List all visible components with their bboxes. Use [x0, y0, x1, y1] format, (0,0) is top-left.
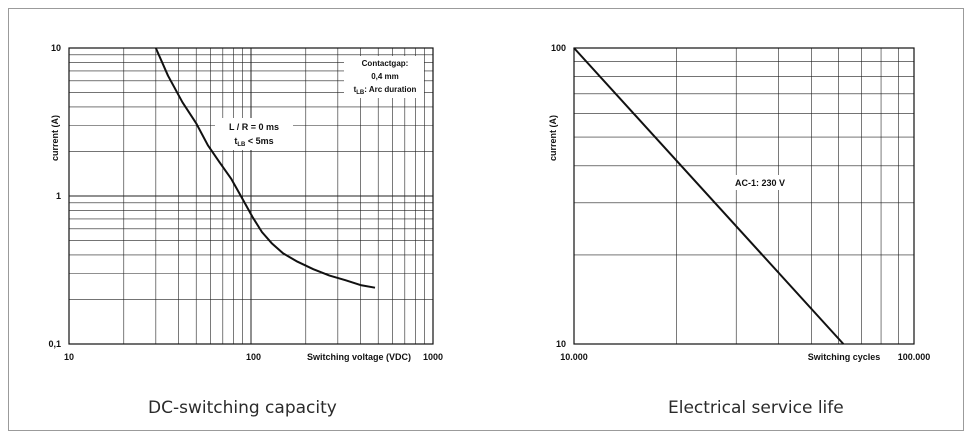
dc-chart-legend-label: 0,4 mm [371, 72, 399, 81]
life-chart-ytick-label: 10 [556, 339, 566, 349]
life-chart-plot-border [573, 47, 915, 345]
dc-chart-ytick-label: 1 [56, 191, 61, 201]
life-chart-yaxis-label: current (A) [548, 115, 558, 161]
dc-chart-xtick-label: 1000 [423, 352, 443, 362]
life-chart-xtick-label: 10.000 [560, 352, 588, 362]
dc-chart-ytick-label: 0,1 [48, 339, 61, 349]
life-chart-annotation-bg [720, 175, 800, 190]
dc-chart-legend-label: tLB: Arc duration [354, 85, 417, 96]
caption-dc-switching-capacity: DC-switching capacity [148, 398, 337, 418]
dc-chart-ytick-label: 10 [51, 43, 61, 53]
life-chart-xtick-label: 100.000 [898, 352, 931, 362]
life-chart-series-line-0 [573, 47, 845, 345]
caption-electrical-service-life: Electrical service life [668, 398, 844, 418]
dc-chart-annotation-label: tLB < 5ms [234, 136, 273, 148]
dc-chart-legend-bg [344, 56, 424, 98]
dc-chart-annotation-bg [215, 118, 293, 150]
dc-chart-plot-border [68, 47, 434, 345]
dc-chart-series-line-0 [154, 47, 376, 289]
life-chart-annotation-label: AC-1: 230 V [735, 178, 785, 188]
dc-chart-xaxis-label: Switching voltage (VDC) [307, 352, 411, 362]
chart-dc-switching-capacity: 0,1 1 10 10 100 1000 Switching voltage (VDC) cu… [48, 43, 443, 362]
figure-frame [8, 8, 964, 431]
dc-chart-xtick-label: 100 [246, 352, 261, 362]
life-chart-xaxis-label: Switching cycles [808, 352, 881, 362]
dc-chart-legend-label: Contactgap: [362, 59, 409, 68]
chart-electrical-service-life: 10 100 10.000 100.000 Switching cycles curren… [548, 43, 930, 362]
dc-chart-annotation-label: L / R = 0 ms [229, 122, 279, 132]
dc-chart-xtick-label: 10 [64, 352, 74, 362]
dc-chart-yaxis-label: current (A) [50, 115, 60, 161]
life-chart-ytick-label: 100 [551, 43, 566, 53]
